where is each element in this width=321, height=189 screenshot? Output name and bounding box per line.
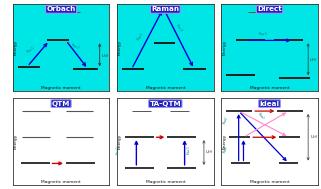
- Text: Energy: Energy: [14, 40, 18, 55]
- Text: $\hbar\omega_1$: $\hbar\omega_1$: [114, 145, 122, 155]
- Text: $\hbar\omega_2$: $\hbar\omega_2$: [173, 22, 185, 34]
- Text: ideal: ideal: [260, 101, 280, 107]
- Text: Magnetic moment: Magnetic moment: [250, 86, 289, 90]
- Text: Magnetic moment: Magnetic moment: [41, 86, 81, 90]
- Text: TA-QTM: TA-QTM: [150, 101, 181, 107]
- Text: $\hbar\omega_1$: $\hbar\omega_1$: [258, 30, 268, 38]
- Text: Magnetic moment: Magnetic moment: [41, 180, 81, 184]
- Text: $\hbar\omega_1$: $\hbar\omega_1$: [186, 145, 193, 155]
- Text: $\hbar\omega_1$: $\hbar\omega_1$: [134, 31, 146, 43]
- Text: $U_{eff}$: $U_{eff}$: [309, 57, 318, 64]
- Text: Magnetic moment: Magnetic moment: [250, 180, 289, 184]
- Text: $\hbar\omega_1$: $\hbar\omega_1$: [221, 143, 232, 155]
- Text: $\hbar\omega_2$: $\hbar\omega_2$: [69, 41, 81, 52]
- Text: QTM: QTM: [52, 101, 70, 107]
- Text: $U_{eff}$: $U_{eff}$: [309, 133, 318, 141]
- Text: Energy: Energy: [222, 40, 226, 55]
- Text: $U_{eff}$: $U_{eff}$: [205, 149, 214, 156]
- Text: $\hbar\omega_1$: $\hbar\omega_1$: [24, 44, 37, 56]
- Text: Orbach: Orbach: [47, 6, 76, 12]
- Text: Energy: Energy: [222, 134, 226, 149]
- Text: Magnetic moment: Magnetic moment: [145, 86, 185, 90]
- Text: Raman: Raman: [151, 6, 179, 12]
- Text: Energy: Energy: [118, 40, 122, 55]
- Text: Magnetic moment: Magnetic moment: [145, 180, 185, 184]
- Text: $U_{eff}$: $U_{eff}$: [101, 52, 110, 60]
- Text: Energy: Energy: [118, 134, 122, 149]
- Text: $\hbar\omega_2$: $\hbar\omega_2$: [255, 110, 267, 122]
- Text: Direct: Direct: [257, 6, 282, 12]
- Text: Energy: Energy: [14, 134, 18, 149]
- Text: $\hbar\omega_2$: $\hbar\omega_2$: [221, 115, 232, 126]
